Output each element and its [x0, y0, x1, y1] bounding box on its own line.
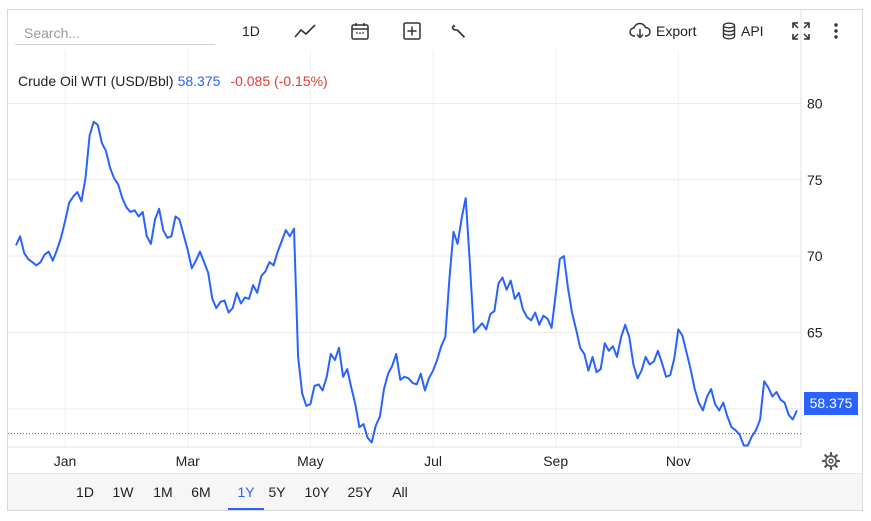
more-vertical-icon	[834, 23, 838, 39]
y-tick-label: 70	[807, 248, 823, 264]
database-icon	[722, 22, 736, 40]
x-tick-label: Jan	[54, 453, 77, 469]
x-tick-label: Mar	[176, 453, 200, 469]
add-indicator-button[interactable]	[402, 18, 422, 44]
range-button-5y[interactable]: 5Y	[268, 484, 286, 500]
fullscreen-button[interactable]	[791, 18, 811, 44]
chart-widget: 1D	[7, 9, 863, 511]
search-input[interactable]	[15, 19, 215, 45]
x-tick-label: Jul	[424, 453, 442, 469]
export-button[interactable]: Export	[629, 18, 696, 44]
x-tick-label: Nov	[666, 453, 691, 469]
x-tick-label: Sep	[543, 453, 568, 469]
interval-label: 1D	[242, 23, 260, 39]
chart-legend: Crude Oil WTI (USD/Bbl) 58.375 -0.085 (-0.…	[18, 73, 328, 89]
y-tick-label: 65	[807, 324, 823, 340]
y-tick-label: 80	[807, 95, 823, 111]
range-button-all[interactable]: All	[392, 484, 408, 500]
range-button-1m[interactable]: 1M	[153, 484, 173, 500]
line-chart-icon	[294, 24, 316, 38]
date-range-button[interactable]	[350, 18, 370, 44]
cloud-download-icon	[629, 22, 651, 39]
range-button-6m[interactable]: 6M	[191, 484, 211, 500]
range-selector: 1D 1W 1M 6M 1Y 5Y 10Y 25Y All	[8, 473, 862, 510]
range-button-10y[interactable]: 10Y	[304, 484, 330, 500]
calendar-icon	[351, 23, 369, 40]
price-series-line	[15, 120, 798, 447]
last-price-tag: 58.375	[804, 392, 858, 415]
legend-last-value: 58.375	[177, 73, 221, 89]
y-tick-label: 75	[807, 172, 823, 188]
range-button-25y[interactable]: 25Y	[347, 484, 373, 500]
more-menu-button[interactable]	[830, 18, 842, 44]
legend-symbol: Crude Oil WTI (USD/Bbl)	[18, 73, 174, 89]
interval-button[interactable]: 1D	[242, 18, 260, 44]
legend-change: -0.085 (-0.15%)	[230, 73, 328, 89]
range-button-1w[interactable]: 1W	[112, 484, 134, 500]
gear-icon[interactable]	[821, 451, 841, 471]
export-label: Export	[656, 23, 697, 39]
api-label: API	[741, 23, 764, 39]
chart-type-button[interactable]	[294, 18, 316, 44]
settings-tools-button[interactable]	[449, 18, 469, 44]
range-button-1d[interactable]: 1D	[76, 484, 94, 500]
add-indicator-icon	[403, 22, 421, 40]
range-button-1y[interactable]: 1Y	[228, 474, 264, 510]
x-tick-label: May	[297, 453, 323, 469]
api-button[interactable]: API	[722, 18, 764, 44]
wrench-icon	[451, 24, 465, 38]
toolbar: 1D	[8, 10, 862, 50]
fullscreen-icon	[792, 22, 810, 40]
